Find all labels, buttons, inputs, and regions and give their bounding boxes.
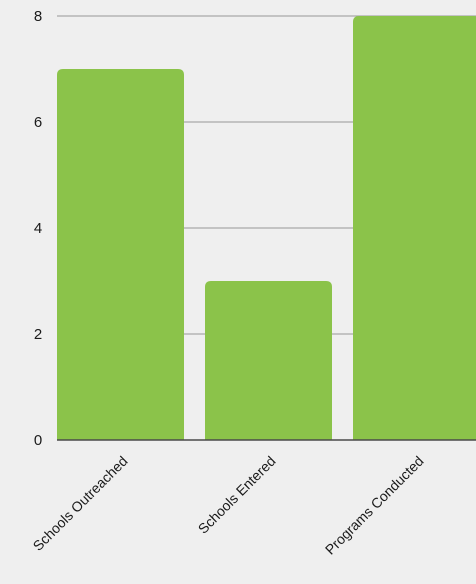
y-tick-label-2: 2 xyxy=(34,326,42,343)
x-tick-label-schools-outreached: Schools Outreached xyxy=(30,453,131,554)
y-axis-tick-labels: 0 2 4 6 8 xyxy=(34,8,42,449)
x-tick-label-schools-entered: Schools Entered xyxy=(195,453,279,537)
bar-programs-conducted xyxy=(353,16,476,440)
x-axis-category-labels: Schools Outreached Schools Entered Program… xyxy=(30,453,427,558)
x-tick-label-programs-conducted: Programs Conducted xyxy=(322,453,427,558)
y-tick-label-0: 0 xyxy=(34,432,42,449)
y-tick-label-8: 8 xyxy=(34,8,42,25)
bars xyxy=(57,16,476,440)
bar-schools-outreached xyxy=(57,69,184,440)
bar-schools-entered xyxy=(205,281,332,440)
y-tick-label-6: 6 xyxy=(34,114,42,131)
y-tick-label-4: 4 xyxy=(34,220,42,237)
